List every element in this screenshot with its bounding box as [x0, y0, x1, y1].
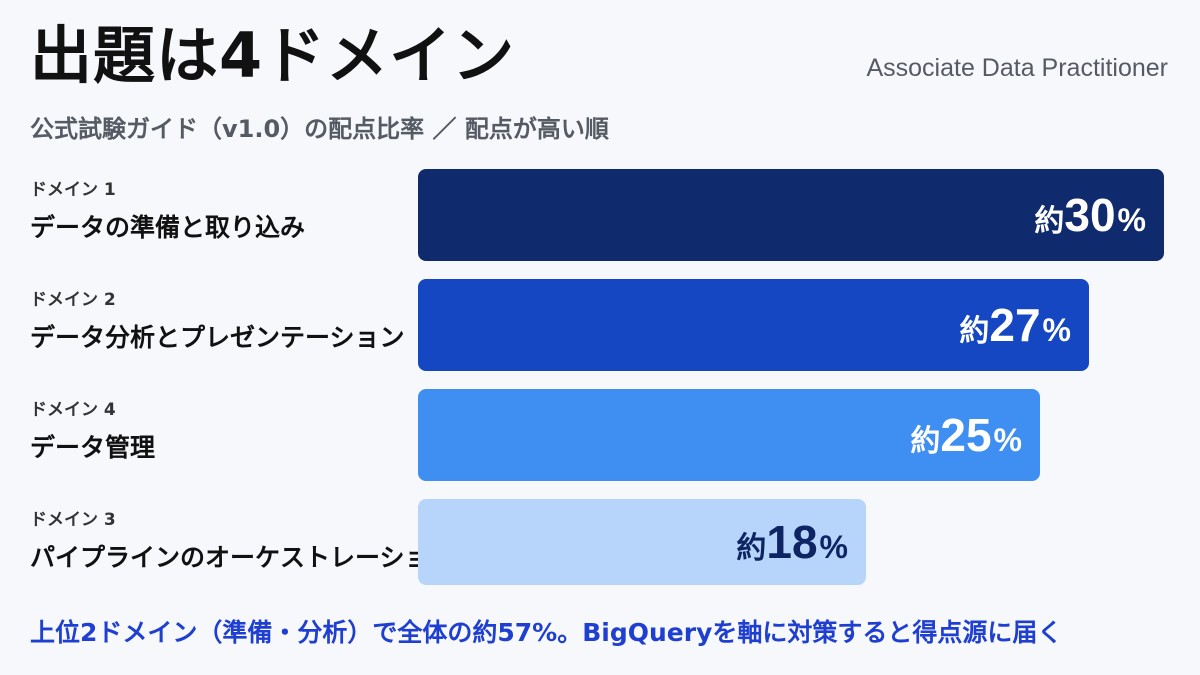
- domain-name: データ分析とプレゼンテーション: [30, 323, 405, 352]
- domain-tag: ドメイン 3: [30, 510, 116, 530]
- bar: 約18%: [418, 499, 866, 585]
- bar: 約27%: [418, 279, 1089, 371]
- page-title: 出題は4ドメイン: [30, 19, 516, 92]
- page-subtitle: 公式試験ガイド（v1.0）の配点比率 ／ 配点が高い順: [30, 115, 609, 143]
- domain-name: データの準備と取り込み: [30, 213, 306, 242]
- domain-name: パイプラインのオーケストレーション: [30, 543, 455, 572]
- bar: 約25%: [418, 389, 1040, 481]
- bar: 約30%: [418, 169, 1164, 261]
- domain-tag: ドメイン 1: [30, 180, 116, 200]
- domain-tag: ドメイン 4: [30, 400, 116, 420]
- bar-value-label: 約25%: [910, 409, 1022, 461]
- brand-label: Associate Data Practitioner: [866, 54, 1168, 82]
- bar-value-label: 約18%: [736, 516, 848, 568]
- bar-row: ドメイン 3 パイプラインのオーケストレーション 約18%: [0, 499, 1200, 591]
- bar-row: ドメイン 1 データの準備と取り込み 約30%: [0, 169, 1200, 261]
- bar-value-label: 約27%: [959, 299, 1071, 351]
- bar-row: ドメイン 2 データ分析とプレゼンテーション 約27%: [0, 279, 1200, 371]
- domain-name: データ管理: [30, 433, 156, 462]
- bar-row: ドメイン 4 データ管理 約25%: [0, 389, 1200, 481]
- domain-tag: ドメイン 2: [30, 290, 116, 310]
- footer-note: 上位2ドメイン（準備・分析）で全体の約57%。BigQueryを軸に対策すると得…: [30, 618, 1063, 647]
- bar-value-label: 約30%: [1034, 189, 1146, 241]
